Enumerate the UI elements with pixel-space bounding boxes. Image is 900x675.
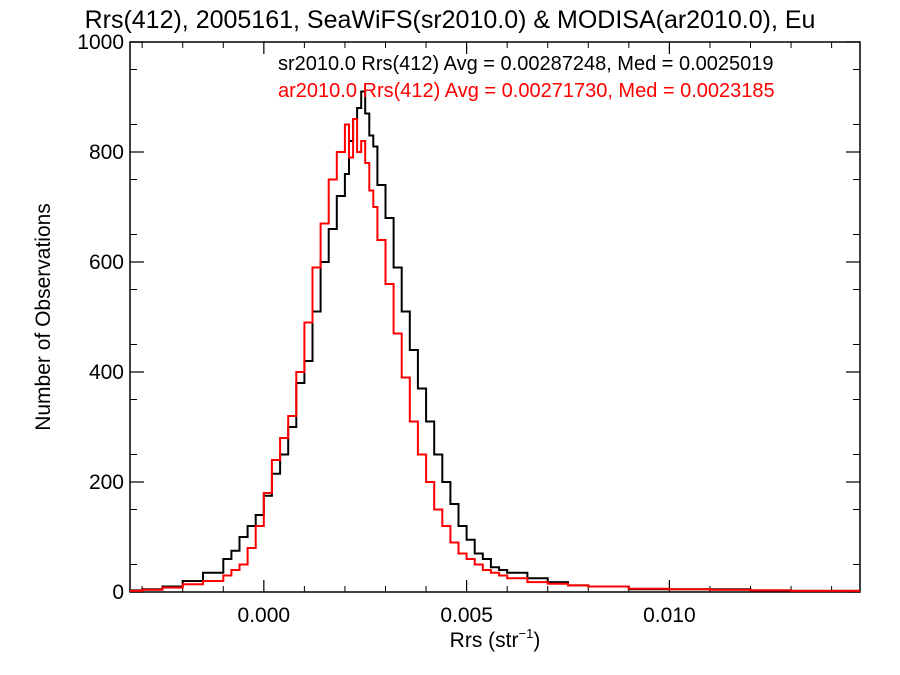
plot-area xyxy=(129,41,861,593)
plot-frame xyxy=(129,41,861,593)
axis-tick-labels: 0.000 0.005 0.010 0 200 400 600 800 1000 xyxy=(77,31,695,627)
y-tick-label: 1000 xyxy=(77,31,124,54)
legend-entry-ar2010: ar2010.0 Rrs(412) Avg = 0.00271730, Med … xyxy=(278,80,775,102)
x-tick-label: 0.000 xyxy=(238,604,291,627)
x-axis-label-superscript: −1 xyxy=(519,626,534,641)
legend-entry-sr2010: sr2010.0 Rrs(412) Avg = 0.00287248, Med … xyxy=(278,53,774,75)
axis-ticks xyxy=(130,41,860,593)
y-tick-label: 400 xyxy=(89,361,124,384)
series-lines xyxy=(130,90,860,592)
series-ar2010-step-line xyxy=(130,118,860,592)
x-tick-label: 0.005 xyxy=(440,604,493,627)
y-tick-label: 800 xyxy=(89,141,124,164)
y-axis-label: Number of Observations xyxy=(32,203,55,431)
x-axis-label: Rrs (str−1) xyxy=(450,626,541,652)
y-tick-label: 0 xyxy=(112,581,124,604)
legend: sr2010.0 Rrs(412) Avg = 0.00287248, Med … xyxy=(278,53,775,102)
series-sr2010-step-line xyxy=(130,90,860,592)
chart-title: Rrs(412), 2005161, SeaWiFS(sr2010.0) & M… xyxy=(85,6,816,34)
x-axis-label-main: Rrs (str xyxy=(450,629,519,652)
y-tick-label: 200 xyxy=(89,471,124,494)
y-tick-label: 600 xyxy=(89,251,124,274)
x-axis-label-close: ) xyxy=(533,629,540,652)
x-tick-label: 0.010 xyxy=(643,604,696,627)
